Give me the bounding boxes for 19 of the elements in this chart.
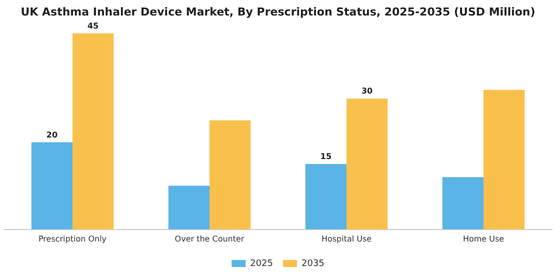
data-label: 45 bbox=[87, 21, 100, 30]
bar bbox=[346, 98, 388, 230]
bar bbox=[442, 177, 484, 230]
bar bbox=[305, 164, 346, 230]
bar bbox=[72, 33, 114, 230]
legend-label: 2035 bbox=[302, 258, 324, 269]
x-tick-label: Over the Counter bbox=[174, 234, 245, 244]
bar bbox=[168, 186, 210, 230]
data-label: 20 bbox=[46, 130, 58, 140]
bar bbox=[31, 142, 72, 230]
legend-label: 2025 bbox=[250, 258, 273, 269]
x-tick-label: Home Use bbox=[462, 234, 504, 244]
x-tick-label: Hospital Use bbox=[321, 234, 372, 244]
bar bbox=[210, 120, 251, 230]
chart-title: UK Asthma Inhaler Device Market, By Prescription Status, 2025-2035 (USD Million) bbox=[20, 5, 536, 18]
data-label: 30 bbox=[361, 86, 374, 96]
data-label: 15 bbox=[320, 152, 332, 162]
x-tick-label: Prescription Only bbox=[38, 234, 107, 244]
bar bbox=[484, 90, 525, 230]
